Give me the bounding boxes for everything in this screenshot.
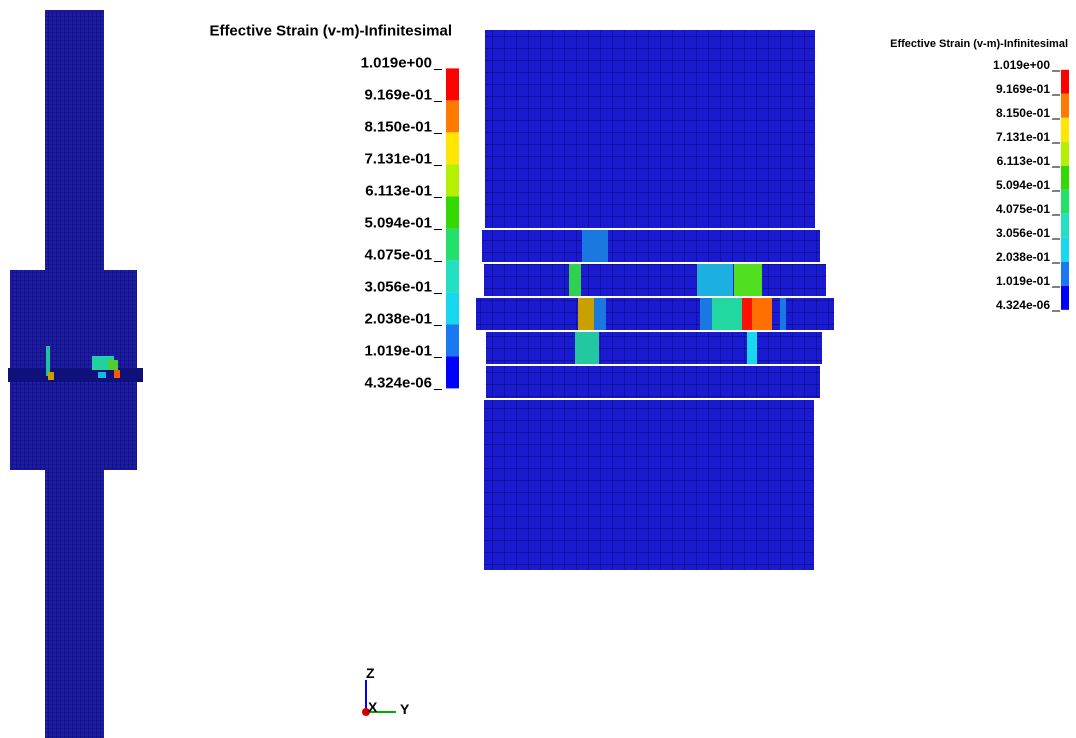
legend-swatch bbox=[1061, 142, 1069, 166]
legend-label: 8.150e-01 bbox=[996, 106, 1050, 120]
legend-swatch bbox=[1061, 118, 1069, 142]
legend-label: 8.150e-01 bbox=[364, 118, 432, 135]
legend-label: 4.075e-01 bbox=[364, 246, 432, 263]
legend-swatch bbox=[1061, 166, 1069, 190]
legend-swatch bbox=[446, 196, 459, 228]
legend-swatch bbox=[446, 164, 459, 196]
axis-triad: Z X Y bbox=[362, 665, 410, 717]
legend-swatch bbox=[1061, 190, 1069, 214]
legend-label: 5.094e-01 bbox=[996, 178, 1050, 192]
legend-swatch bbox=[446, 324, 459, 356]
legend-swatch bbox=[446, 100, 459, 132]
legend-swatch bbox=[1061, 70, 1069, 94]
legend-label: 7.131e-01 bbox=[996, 130, 1050, 144]
legend-swatch bbox=[446, 68, 459, 100]
legend-label: 3.056e-01 bbox=[364, 278, 432, 295]
legend-swatch bbox=[446, 292, 459, 324]
triad-y: Y bbox=[400, 701, 410, 717]
legend-label: 4.324e-06 bbox=[996, 298, 1050, 312]
triad-z: Z bbox=[366, 665, 375, 681]
legend-label: 2.038e-01 bbox=[996, 250, 1050, 264]
legend-title: Effective Strain (v-m)-Infinitesimal bbox=[209, 22, 452, 39]
triad-x: X bbox=[368, 699, 378, 715]
legend-swatch bbox=[1061, 286, 1069, 310]
legend-label: 4.075e-01 bbox=[996, 202, 1050, 216]
legend-label: 3.056e-01 bbox=[996, 226, 1050, 240]
legend-swatch bbox=[1061, 238, 1069, 262]
right-model bbox=[476, 30, 834, 570]
legend-title: Effective Strain (v-m)-Infinitesimal bbox=[890, 38, 1068, 50]
legend-label: 4.324e-06 bbox=[364, 374, 432, 391]
legend-swatch bbox=[446, 228, 459, 260]
legend-label: 1.019e-01 bbox=[996, 274, 1050, 288]
legend-swatch bbox=[446, 132, 459, 164]
legend-label: 1.019e-01 bbox=[364, 342, 432, 359]
viewport: Z X Y Effective Strain (v-m)-Infinitesim… bbox=[0, 0, 1076, 738]
legend-label: 9.169e-01 bbox=[996, 82, 1050, 96]
legend-label: 9.169e-01 bbox=[364, 86, 432, 103]
legend-swatch bbox=[1061, 214, 1069, 238]
legend-label: 6.113e-01 bbox=[365, 182, 432, 199]
legend-label: 1.019e+00 bbox=[993, 58, 1050, 72]
legend-label: 5.094e-01 bbox=[364, 214, 432, 231]
left-model bbox=[8, 10, 143, 738]
legend-swatch bbox=[1061, 262, 1069, 286]
legend-swatch bbox=[1061, 94, 1069, 118]
legend-label: 1.019e+00 bbox=[361, 54, 432, 71]
legend-swatch bbox=[446, 356, 459, 388]
legend-label: 6.113e-01 bbox=[997, 154, 1051, 168]
legend-swatch bbox=[446, 260, 459, 292]
legend-label: 2.038e-01 bbox=[364, 310, 432, 327]
legend-label: 7.131e-01 bbox=[364, 150, 432, 167]
